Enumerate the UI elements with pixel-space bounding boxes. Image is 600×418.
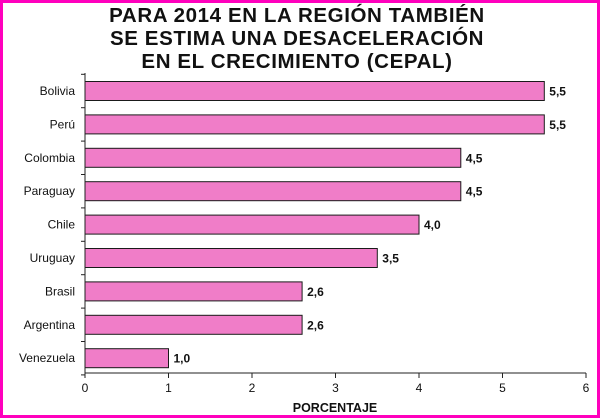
x-tick-label-6: 6 <box>583 381 590 395</box>
chart-title: PARA 2014 EN LA REGIÓN TAMBIÉN SE ESTIMA… <box>0 4 594 73</box>
x-tick-label-2: 2 <box>249 381 256 395</box>
category-label-perú: Perú <box>50 117 75 131</box>
title-line-3: EN EL CRECIMIENTO (CEPAL) <box>141 50 453 73</box>
bar-venezuela <box>84 348 169 369</box>
x-tick-label-3: 3 <box>332 381 339 395</box>
x-axis-group: 0 1 2 3 4 5 6 <box>81 73 590 395</box>
category-label-paraguay: Paraguay <box>24 184 75 198</box>
bar-brasil <box>84 281 303 302</box>
category-label-venezuela: Venezuela <box>19 351 75 365</box>
bars-group <box>84 81 545 369</box>
bar-colombia <box>84 147 462 168</box>
value-label-colombia: 4,5 <box>466 151 483 165</box>
category-label-argentina: Argentina <box>24 318 76 332</box>
x-tick-label-4: 4 <box>416 381 423 395</box>
value-label-paraguay: 4,5 <box>466 185 483 199</box>
bar-chile <box>84 214 420 235</box>
chart-frame <box>3 3 597 415</box>
value-label-brasil: 2,6 <box>307 285 324 299</box>
category-label-uruguay: Uruguay <box>30 251 75 265</box>
bar-paraguay <box>84 181 462 202</box>
value-labels-group: 5,5 5,5 4,5 4,5 4,0 3,5 2,6 2,6 1,0 <box>174 85 567 366</box>
value-label-chile: 4,0 <box>424 218 441 232</box>
bar-bolivia <box>84 81 545 101</box>
x-tick-label-1: 1 <box>165 381 172 395</box>
bar-perú <box>84 114 545 135</box>
category-label-colombia: Colombia <box>24 151 75 165</box>
category-labels-group: Bolivia Perú Colombia Paraguay Chile Uruguay B… <box>19 84 75 365</box>
bar-argentina <box>84 314 303 335</box>
x-tick-label-5: 5 <box>499 381 506 395</box>
title-line-2: SE ESTIMA UNA DESACELERACIÓN <box>109 27 485 50</box>
value-label-argentina: 2,6 <box>307 318 324 332</box>
value-label-perú: 5,5 <box>549 118 566 132</box>
x-axis-title: PORCENTAJE <box>293 401 378 415</box>
value-label-venezuela: 1,0 <box>174 352 191 366</box>
category-label-bolivia: Bolivia <box>40 84 76 98</box>
category-label-chile: Chile <box>48 218 76 232</box>
category-label-brasil: Brasil <box>45 284 75 298</box>
title-line-1: PARA 2014 EN LA REGIÓN TAMBIÉN <box>109 4 485 27</box>
value-label-bolivia: 5,5 <box>549 85 566 99</box>
x-tick-label-0: 0 <box>82 381 89 395</box>
value-label-uruguay: 3,5 <box>382 252 399 266</box>
bar-uruguay <box>84 248 378 268</box>
